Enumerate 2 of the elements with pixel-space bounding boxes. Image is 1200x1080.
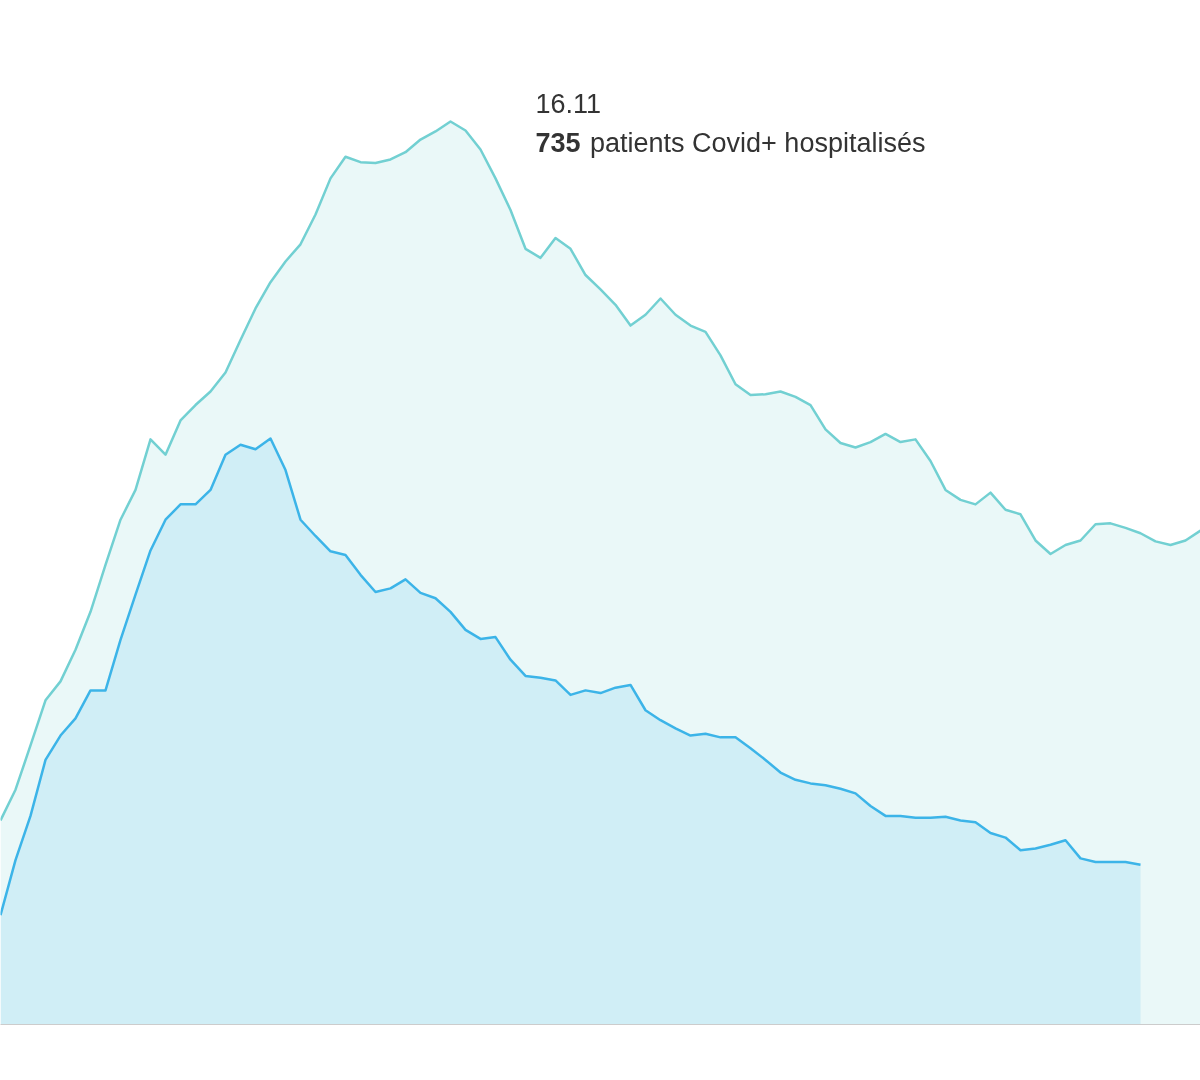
annotation: 735 patients Covid+ hospitalisés: [535, 127, 926, 158]
text: 16.11: [535, 89, 602, 119]
